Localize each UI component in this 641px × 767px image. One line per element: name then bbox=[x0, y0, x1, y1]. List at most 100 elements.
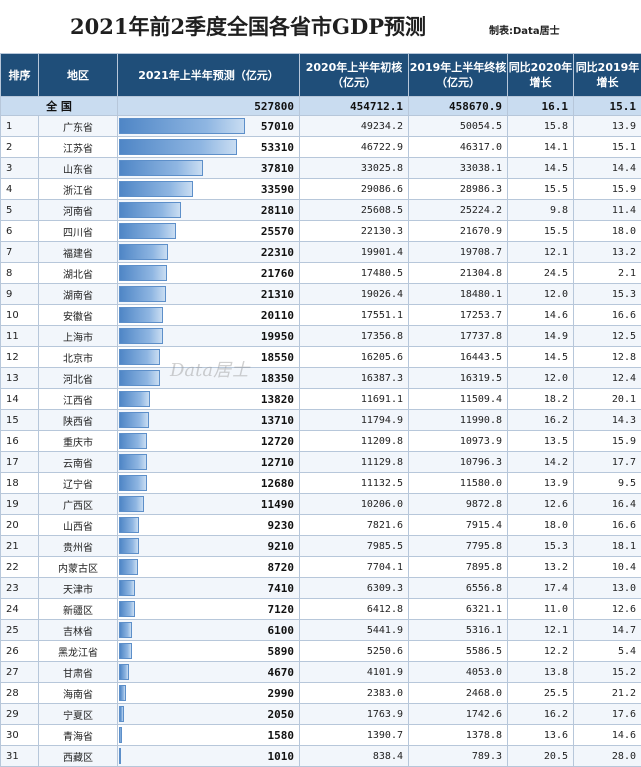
prelim-2020-cell: 17480.5 bbox=[300, 263, 409, 284]
yoy-2019-cell: 20.1 bbox=[574, 389, 641, 410]
gdp-cell: 7410 bbox=[118, 578, 300, 599]
region-cell: 广东省 bbox=[39, 116, 118, 137]
gdp-value: 2050 bbox=[118, 708, 299, 721]
gdp-cell: 53310 bbox=[118, 137, 300, 158]
region-cell: 河南省 bbox=[39, 200, 118, 221]
region-cell: 贵州省 bbox=[39, 536, 118, 557]
region-cell: 北京市 bbox=[39, 347, 118, 368]
rank-cell: 23 bbox=[1, 578, 39, 599]
yoy-2019-cell: 15.3 bbox=[574, 284, 641, 305]
yoy-2020-cell: 14.9 bbox=[508, 326, 574, 347]
final-2019-cell: 11990.8 bbox=[409, 410, 508, 431]
gdp-cell: 5890 bbox=[118, 641, 300, 662]
gdp-value: 1580 bbox=[118, 729, 299, 742]
header-row: 排序 地区 2021年上半年预测（亿元） 2020年上半年初核（亿元） 2019… bbox=[1, 54, 641, 97]
yoy-2020-cell: 12.0 bbox=[508, 284, 574, 305]
region-cell: 四川省 bbox=[39, 221, 118, 242]
header-yoy-2020: 同比2020年增长 bbox=[508, 54, 574, 97]
gdp-value: 1010 bbox=[118, 750, 299, 763]
prelim-2020-cell: 25608.5 bbox=[300, 200, 409, 221]
national-gdp: 527800 bbox=[118, 97, 300, 116]
region-cell: 湖南省 bbox=[39, 284, 118, 305]
gdp-value: 13710 bbox=[118, 414, 299, 427]
yoy-2019-cell: 16.6 bbox=[574, 305, 641, 326]
yoy-2020-cell: 12.2 bbox=[508, 641, 574, 662]
yoy-2020-cell: 14.2 bbox=[508, 452, 574, 473]
yoy-2020-cell: 18.2 bbox=[508, 389, 574, 410]
yoy-2020-cell: 18.0 bbox=[508, 515, 574, 536]
rank-cell: 27 bbox=[1, 662, 39, 683]
rank-cell: 21 bbox=[1, 536, 39, 557]
region-cell: 湖北省 bbox=[39, 263, 118, 284]
header-gdp-2021: 2021年上半年预测（亿元） bbox=[118, 54, 300, 97]
yoy-2020-cell: 12.6 bbox=[508, 494, 574, 515]
yoy-2020-cell: 24.5 bbox=[508, 263, 574, 284]
rank-cell: 25 bbox=[1, 620, 39, 641]
final-2019-cell: 21304.8 bbox=[409, 263, 508, 284]
yoy-2020-cell: 14.5 bbox=[508, 158, 574, 179]
final-2019-cell: 33038.1 bbox=[409, 158, 508, 179]
yoy-2019-cell: 12.6 bbox=[574, 599, 641, 620]
yoy-2019-cell: 14.6 bbox=[574, 725, 641, 746]
yoy-2020-cell: 12.1 bbox=[508, 620, 574, 641]
region-cell: 天津市 bbox=[39, 578, 118, 599]
national-final-2019: 458670.9 bbox=[409, 97, 508, 116]
yoy-2020-cell: 13.6 bbox=[508, 725, 574, 746]
region-cell: 甘肃省 bbox=[39, 662, 118, 683]
prelim-2020-cell: 5250.6 bbox=[300, 641, 409, 662]
region-cell: 江西省 bbox=[39, 389, 118, 410]
final-2019-cell: 789.3 bbox=[409, 746, 508, 767]
yoy-2020-cell: 16.2 bbox=[508, 410, 574, 431]
gdp-value: 57010 bbox=[118, 120, 299, 133]
gdp-value: 6100 bbox=[118, 624, 299, 637]
gdp-value: 22310 bbox=[118, 246, 299, 259]
prelim-2020-cell: 19901.4 bbox=[300, 242, 409, 263]
gdp-value: 8720 bbox=[118, 561, 299, 574]
region-cell: 吉林省 bbox=[39, 620, 118, 641]
header-final-2019: 2019年上半年终核（亿元） bbox=[409, 54, 508, 97]
rank-cell: 3 bbox=[1, 158, 39, 179]
rank-cell: 7 bbox=[1, 242, 39, 263]
title-bar: 2021年前2季度全国各省市GDP预测 制表:Data居士 bbox=[0, 0, 641, 53]
rank-cell: 18 bbox=[1, 473, 39, 494]
rank-cell: 4 bbox=[1, 179, 39, 200]
gdp-cell: 12710 bbox=[118, 452, 300, 473]
prelim-2020-cell: 2383.0 bbox=[300, 683, 409, 704]
yoy-2019-cell: 12.4 bbox=[574, 368, 641, 389]
final-2019-cell: 17253.7 bbox=[409, 305, 508, 326]
final-2019-cell: 5586.5 bbox=[409, 641, 508, 662]
prelim-2020-cell: 1390.7 bbox=[300, 725, 409, 746]
yoy-2020-cell: 9.8 bbox=[508, 200, 574, 221]
yoy-2019-cell: 5.4 bbox=[574, 641, 641, 662]
gdp-value: 12680 bbox=[118, 477, 299, 490]
prelim-2020-cell: 11794.9 bbox=[300, 410, 409, 431]
rank-cell: 11 bbox=[1, 326, 39, 347]
rank-cell: 5 bbox=[1, 200, 39, 221]
national-prelim-2020: 454712.1 bbox=[300, 97, 409, 116]
yoy-2020-cell: 15.5 bbox=[508, 221, 574, 242]
rank-cell: 8 bbox=[1, 263, 39, 284]
gdp-cell: 6100 bbox=[118, 620, 300, 641]
gdp-value: 12710 bbox=[118, 456, 299, 469]
final-2019-cell: 18480.1 bbox=[409, 284, 508, 305]
final-2019-cell: 5316.1 bbox=[409, 620, 508, 641]
rank-cell: 26 bbox=[1, 641, 39, 662]
national-yoy-2020: 16.1 bbox=[508, 97, 574, 116]
yoy-2020-cell: 20.5 bbox=[508, 746, 574, 767]
prelim-2020-cell: 29086.6 bbox=[300, 179, 409, 200]
gdp-cell: 25570 bbox=[118, 221, 300, 242]
gdp-value: 5890 bbox=[118, 645, 299, 658]
yoy-2020-cell: 14.1 bbox=[508, 137, 574, 158]
gdp-table: 排序 地区 2021年上半年预测（亿元） 2020年上半年初核（亿元） 2019… bbox=[0, 53, 641, 767]
yoy-2019-cell: 18.1 bbox=[574, 536, 641, 557]
gdp-value: 11490 bbox=[118, 498, 299, 511]
rank-cell: 28 bbox=[1, 683, 39, 704]
yoy-2019-cell: 15.2 bbox=[574, 662, 641, 683]
yoy-2020-cell: 11.0 bbox=[508, 599, 574, 620]
